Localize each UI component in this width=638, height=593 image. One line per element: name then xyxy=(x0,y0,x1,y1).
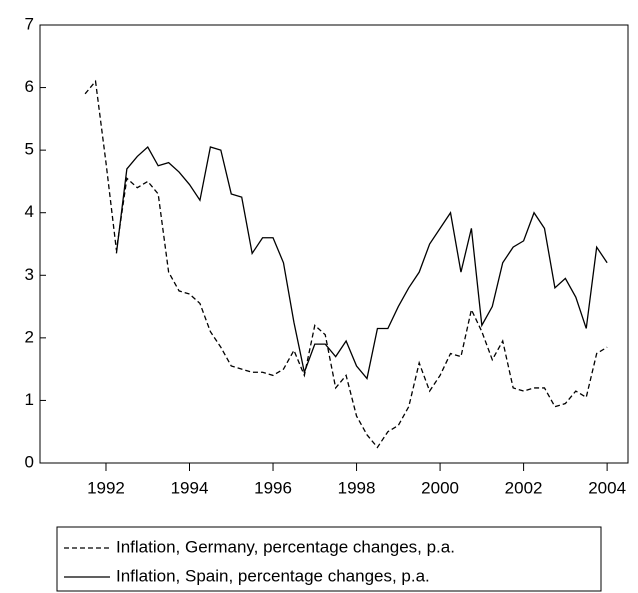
y-tick-label: 4 xyxy=(25,202,34,221)
x-tick-label: 1992 xyxy=(87,478,125,497)
y-tick-label: 3 xyxy=(25,265,34,284)
y-tick-label: 7 xyxy=(25,14,34,33)
x-tick-label: 1994 xyxy=(171,478,209,497)
legend-label: Inflation, Germany, percentage changes, … xyxy=(116,537,455,556)
plot-frame xyxy=(39,24,629,464)
legend-box xyxy=(56,526,602,592)
x-tick-label: 2000 xyxy=(421,478,459,497)
x-tick-label: 1996 xyxy=(254,478,292,497)
legend-label: Inflation, Spain, percentage changes, p.… xyxy=(116,566,430,585)
y-tick-label: 0 xyxy=(25,452,34,471)
x-tick-label: 2004 xyxy=(588,478,626,497)
series-line xyxy=(115,145,608,380)
x-tick-label: 2002 xyxy=(505,478,543,497)
y-tick-label: 1 xyxy=(25,390,34,409)
y-tick-label: 5 xyxy=(25,140,34,159)
y-tick-label: 6 xyxy=(25,77,34,96)
x-tick-label: 1998 xyxy=(338,478,376,497)
y-tick-label: 2 xyxy=(25,327,34,346)
series-line xyxy=(84,79,608,449)
